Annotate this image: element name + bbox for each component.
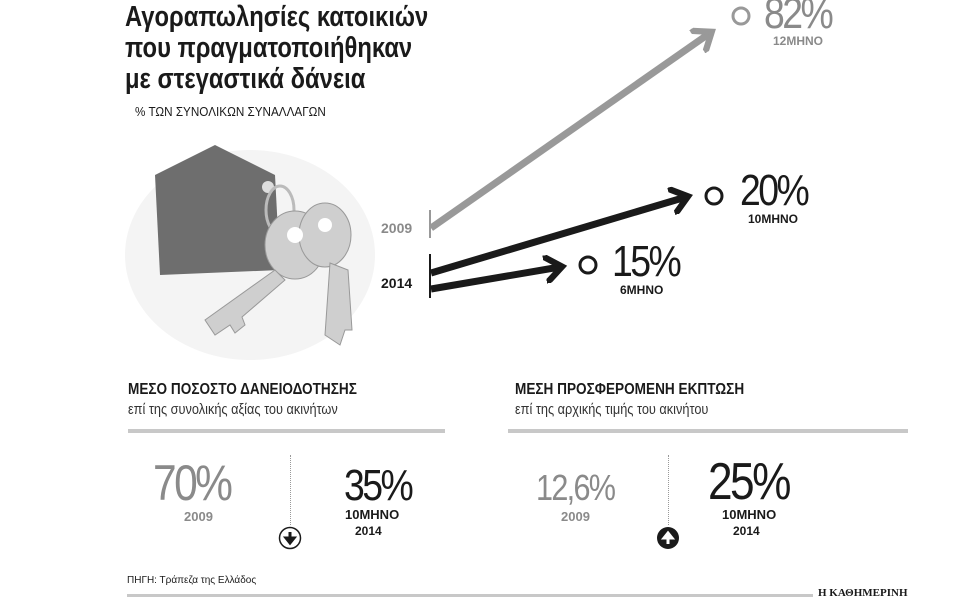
year-before: 2009 — [184, 509, 213, 524]
house-keys-illustration — [125, 145, 375, 360]
arrow-up-circle-icon — [657, 527, 679, 549]
value-before: 12,6% — [536, 467, 616, 508]
arrow-82 — [428, 33, 710, 231]
arrow-diagram — [428, 6, 751, 298]
dotted-separator — [668, 455, 669, 525]
arrow-down-circle-icon — [278, 526, 302, 550]
panel-heading: ΜΕΣΗ ΠΡΟΣΦΕΡΟΜΕΝΗ ΕΚΠΤΩΣΗ — [515, 381, 745, 398]
period-6m: 6ΜΗΝΟ — [620, 283, 664, 297]
year-after: 2014 — [355, 524, 382, 538]
divider — [508, 429, 908, 433]
period-after: 10ΜΗΝΟ — [345, 507, 400, 522]
source-note: ΠΗΓΗ: Τράπεζα της Ελλάδος — [127, 575, 257, 586]
period-10m: 10ΜΗΝΟ — [748, 212, 799, 226]
year-label-2014: 2014 — [381, 275, 413, 291]
arrow-20 — [430, 197, 686, 277]
period-after: 10ΜΗΝΟ — [722, 507, 777, 522]
value-20: 20% — [740, 166, 810, 215]
panel-subheading: επί της συνολικής αξίας του ακινήτων — [128, 401, 338, 418]
value-after: 35% — [344, 461, 414, 510]
marker-circle-icon — [578, 255, 598, 275]
panel-subheading: επί της αρχικής τιμής του ακινήτου — [515, 401, 709, 418]
year-label-2009: 2009 — [381, 220, 413, 236]
period-12m: 12ΜΗΝΟ — [773, 34, 824, 48]
value-after: 25% — [708, 453, 791, 511]
panel-heading: ΜΕΣΟ ΠΟΣΟΣΤΟ ΔΑΝΕΙΟΔΟΤΗΣΗΣ — [128, 381, 357, 398]
divider — [128, 429, 445, 433]
value-82: 82% — [764, 0, 834, 38]
value-before: 70% — [153, 455, 233, 511]
subtitle: % ΤΩΝ ΣΥΝΟΛΙΚΩΝ ΣΥΝΑΛΛΑΓΩΝ — [135, 104, 347, 119]
marker-circle-icon — [731, 6, 751, 26]
title-line: με στεγαστικά δάνεια — [125, 63, 366, 95]
title-line: που πραγματοποιήθηκαν — [125, 32, 413, 64]
footer-rule — [127, 594, 813, 597]
title-line: Αγοραπωλησίες κατοικιών — [125, 1, 429, 33]
subtitle-text: % ΤΩΝ ΣΥΝΟΛΙΚΩΝ ΣΥΝΑΛΛΑΓΩΝ — [135, 104, 326, 119]
year-before: 2009 — [561, 509, 590, 524]
marker-circle-icon — [704, 186, 724, 206]
page-title: Αγοραπωλησίες κατοικιών που πραγματοποιή… — [125, 2, 495, 95]
publisher-logo: Η ΚΑΘΗΜΕΡΙΝΗ — [818, 587, 908, 599]
dotted-separator — [290, 455, 291, 525]
house-keychain-icon — [155, 145, 280, 275]
key-icon — [204, 202, 353, 346]
arrow-15 — [430, 267, 560, 293]
year-after: 2014 — [733, 524, 760, 538]
value-15: 15% — [612, 237, 682, 286]
